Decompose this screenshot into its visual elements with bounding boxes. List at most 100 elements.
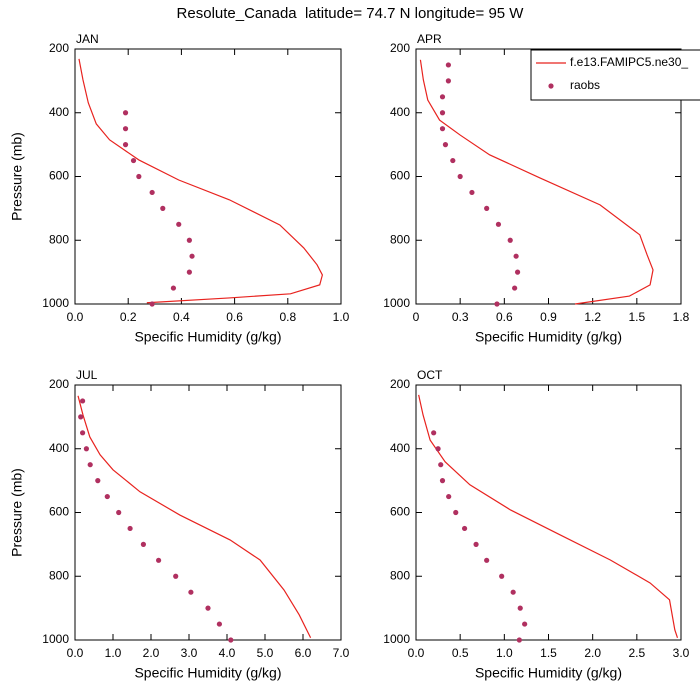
x-tick-label: 0.9	[540, 310, 557, 324]
figure-title: Resolute_Canada latitude= 74.7 N longitu…	[177, 5, 525, 22]
x-axis-label: Specific Humidity (g/kg)	[475, 665, 622, 681]
x-axis-label: Specific Humidity (g/kg)	[134, 329, 281, 345]
panel-label: JAN	[76, 32, 99, 46]
plot-frame	[74, 384, 342, 641]
panel-label: APR	[417, 32, 442, 46]
x-tick-label: 2.0	[143, 646, 160, 660]
y-tick-label: 800	[49, 568, 69, 582]
obs-point	[442, 142, 449, 148]
obs-point	[514, 269, 521, 275]
x-tick-label: 5.0	[257, 646, 274, 660]
y-tick-label: 600	[49, 505, 69, 519]
obs-point	[484, 205, 490, 211]
x-tick-label: 0.0	[67, 646, 84, 660]
x-tick-label: 2.0	[584, 646, 601, 660]
obs-point	[160, 205, 166, 211]
obs-point	[507, 237, 513, 243]
x-tick-label: 0.6	[496, 310, 513, 324]
x-axis-label: Specific Humidity (g/kg)	[134, 665, 281, 681]
obs-point	[439, 110, 446, 116]
x-tick-label: 1.2	[584, 310, 601, 324]
obs-point	[80, 430, 86, 436]
obs-point	[173, 573, 179, 579]
obs-point	[522, 621, 528, 627]
x-tick-label: 1.5	[540, 646, 557, 660]
obs-point	[149, 301, 155, 307]
x-tick-label: 0.4	[173, 310, 190, 324]
obs-point	[205, 605, 211, 611]
x-tick-label: 1.0	[333, 310, 350, 324]
obs-point	[149, 189, 155, 196]
y-tick-label: 1000	[42, 296, 69, 310]
y-tick-label: 400	[49, 441, 69, 455]
y-axis-label: Pressure (mb)	[9, 468, 25, 557]
obs-point	[127, 525, 133, 532]
obs-point	[228, 637, 234, 643]
legend-label: raobs	[570, 78, 600, 92]
y-tick-label: 400	[390, 105, 410, 119]
obs-point	[445, 62, 451, 68]
obs-point	[216, 621, 222, 627]
obs-point	[83, 446, 89, 452]
y-tick-label: 800	[390, 232, 410, 246]
obs-point	[122, 126, 129, 132]
obs-point	[484, 557, 490, 563]
obs-point	[439, 126, 446, 132]
y-tick-label: 1000	[42, 632, 69, 646]
obs-point	[170, 285, 177, 291]
x-tick-label: 1.0	[496, 646, 513, 660]
y-tick-label: 800	[390, 568, 410, 582]
obs-point	[495, 221, 502, 227]
panel-label: OCT	[417, 368, 443, 382]
x-tick-label: 6.0	[295, 646, 312, 660]
obs-point	[122, 142, 129, 148]
y-axis-label: Pressure (mb)	[9, 132, 25, 221]
x-tick-label: 0.5	[452, 646, 469, 660]
y-tick-label: 600	[49, 169, 69, 183]
model-line	[418, 394, 679, 638]
model-line	[77, 395, 312, 639]
obs-point	[186, 269, 192, 275]
x-tick-label: 4.0	[219, 646, 236, 660]
obs-point	[510, 589, 516, 595]
obs-point	[499, 573, 505, 579]
y-tick-label: 600	[390, 505, 410, 519]
obs-point	[156, 557, 162, 563]
plot-frame	[74, 48, 342, 305]
x-tick-label: 0.2	[120, 310, 137, 324]
obs-point	[517, 605, 523, 611]
x-tick-label: 3.0	[181, 646, 198, 660]
obs-point	[494, 301, 500, 307]
obs-point	[461, 525, 468, 532]
obs-point	[116, 509, 122, 516]
obs-point	[140, 541, 146, 547]
obs-point	[95, 478, 101, 484]
legend-box	[530, 49, 700, 101]
obs-point	[516, 637, 522, 643]
x-axis-label: Specific Humidity (g/kg)	[475, 329, 622, 345]
x-tick-label: 0	[413, 310, 420, 324]
obs-point	[439, 478, 446, 484]
obs-point	[104, 493, 110, 500]
y-tick-label: 1000	[383, 632, 410, 646]
obs-point	[122, 110, 129, 116]
obs-point	[469, 189, 475, 196]
obs-point	[439, 94, 446, 100]
x-tick-label: 1.5	[628, 310, 645, 324]
x-tick-label: 0.3	[452, 310, 469, 324]
obs-point	[189, 253, 195, 259]
y-tick-label: 200	[49, 41, 69, 55]
obs-point	[176, 221, 182, 227]
x-tick-label: 1.8	[673, 310, 690, 324]
y-tick-label: 600	[390, 169, 410, 183]
obs-point	[136, 173, 142, 180]
obs-point	[457, 173, 463, 180]
x-tick-label: 2.5	[628, 646, 645, 660]
obs-point	[445, 78, 451, 84]
obs-point	[438, 462, 444, 468]
obs-point	[473, 541, 479, 547]
x-tick-label: 0.8	[279, 310, 296, 324]
x-tick-label: 1.0	[105, 646, 122, 660]
y-tick-label: 800	[49, 232, 69, 246]
